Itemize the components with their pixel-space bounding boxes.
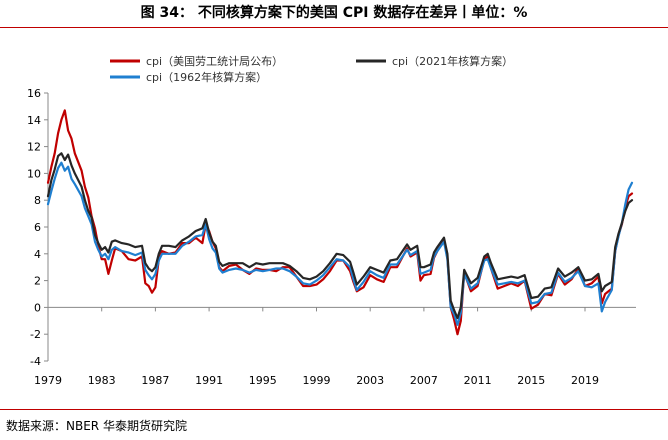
- series-layer: [46, 109, 634, 336]
- axes: -4 -2 0 2 4 6 8 10 12 14 16 1979 1983 1987 1991 1995 199…: [27, 87, 636, 387]
- y-tick-label: 14: [27, 114, 41, 127]
- y-tick-label: 8: [34, 194, 41, 207]
- series-line-s2021[interactable]: [46, 152, 634, 320]
- legend-label-bls: cpi（美国劳工统计局公布）: [146, 55, 283, 68]
- y-tick-label: 6: [34, 221, 41, 234]
- y-tick-label: 2: [34, 275, 41, 288]
- title-divider: [0, 27, 668, 28]
- legend-item-2021[interactable]: cpi（2021年核算方案）: [356, 54, 513, 68]
- x-tick-label: 2015: [517, 374, 545, 387]
- y-tick-label: -4: [30, 355, 41, 368]
- page-title: 图 34： 不同核算方案下的美国 CPI 数据存在差异丨单位：%: [140, 5, 528, 21]
- y-tick-label: 12: [27, 141, 41, 154]
- series-line-bls[interactable]: [46, 109, 634, 336]
- x-tick-label: 2019: [571, 374, 599, 387]
- y-tick-label: 10: [27, 167, 41, 180]
- legend-item-bls[interactable]: cpi（美国劳工统计局公布）: [110, 55, 283, 68]
- legend: cpi（美国劳工统计局公布） cpi（2021年核算方案） cpi（1962年核…: [110, 54, 513, 84]
- x-tick-label: 1983: [88, 374, 116, 387]
- legend-item-1962[interactable]: cpi（1962年核算方案）: [110, 70, 267, 84]
- source-note: 数据来源：NBER 华泰期货研究院: [6, 419, 187, 433]
- y-tick-label: 0: [34, 301, 41, 314]
- legend-label-1962: cpi（1962年核算方案）: [146, 70, 267, 84]
- y-tick-label: 4: [34, 248, 41, 261]
- x-tick-label: 2003: [356, 374, 384, 387]
- legend-label-2021: cpi（2021年核算方案）: [392, 54, 513, 68]
- y-tick-label: 16: [27, 87, 41, 100]
- y-tick-label: -2: [30, 328, 41, 341]
- x-tick-label: 1995: [249, 374, 277, 387]
- series-line-s1962[interactable]: [46, 161, 634, 326]
- source-divider: [0, 409, 668, 410]
- x-tick-label: 2007: [410, 374, 438, 387]
- x-tick-label: 1979: [34, 374, 62, 387]
- x-tick-label: 2011: [464, 374, 492, 387]
- x-tick-label: 1999: [302, 374, 330, 387]
- x-tick-label: 1991: [195, 374, 223, 387]
- x-tick-label: 1987: [141, 374, 169, 387]
